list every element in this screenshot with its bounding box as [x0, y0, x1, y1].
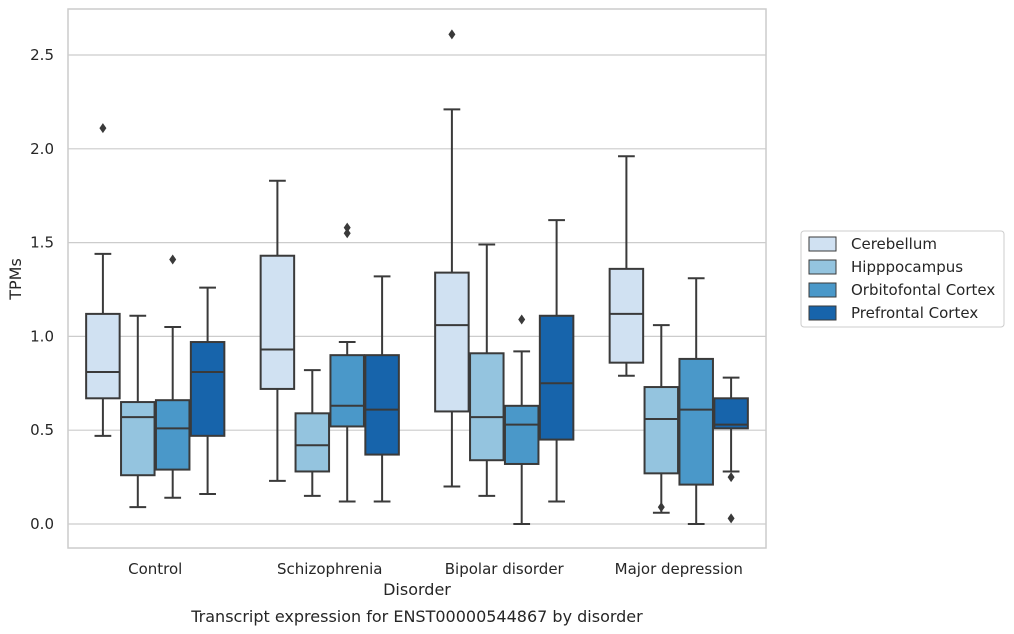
- box-iqr: [120, 401, 156, 477]
- y-tick-label: 1.5: [30, 234, 54, 252]
- box-iqr: [469, 352, 505, 462]
- box-iqr: [294, 412, 331, 473]
- legend-label: Cerebellum: [851, 235, 937, 253]
- legend-label: Hipppocampus: [851, 258, 963, 276]
- box-3-0: [189, 286, 226, 495]
- box-3-3: [713, 376, 749, 524]
- outlier-point: [343, 222, 351, 233]
- boxes: [85, 29, 749, 525]
- box-0-1: [259, 179, 296, 482]
- box-iqr: [503, 404, 540, 465]
- y-axis-title: TPMs: [6, 258, 25, 301]
- box-iqr: [154, 399, 191, 471]
- y-tick-label: 0.0: [30, 515, 54, 533]
- box-iqr: [259, 254, 296, 390]
- legend-label: Orbitofontal Cortex: [851, 281, 995, 299]
- outlier-point: [727, 472, 735, 483]
- y-tick-label: 0.5: [30, 421, 54, 439]
- box-1-2: [469, 243, 505, 497]
- box-0-2: [434, 29, 470, 488]
- box-0-3: [608, 155, 645, 377]
- y-tick-label: 1.0: [30, 327, 54, 345]
- legend-swatch: [808, 236, 837, 252]
- plot-area-frame: [67, 8, 767, 549]
- box-iqr: [538, 314, 575, 441]
- outlier-point: [727, 513, 735, 524]
- y-axis-ticks: 0.0 0.5 1.0 1.5 2.0 2.5: [30, 46, 54, 533]
- box-iqr: [608, 267, 645, 364]
- box-iqr: [189, 341, 226, 437]
- outlier-point: [343, 228, 351, 239]
- box-iqr: [678, 357, 714, 486]
- box-iqr: [713, 397, 749, 430]
- x-axis-ticks: Control Schizophrenia Bipolar disorder Majo…: [128, 560, 743, 578]
- legend-items: Cerebellum Hipppocampus Orbitofontal Corte…: [808, 235, 995, 322]
- box-2-2: [503, 314, 540, 525]
- outlier-point: [657, 502, 665, 513]
- outlier-point: [448, 29, 456, 40]
- outlier-point: [99, 123, 107, 134]
- box-iqr: [643, 386, 680, 475]
- y-tick-label: 2.5: [30, 46, 54, 64]
- legend: Cerebellum Hipppocampus Orbitofontal Corte…: [800, 230, 1005, 328]
- x-tick-label: Schizophrenia: [277, 560, 382, 578]
- box-iqr: [329, 354, 365, 428]
- legend-swatch: [808, 305, 837, 321]
- x-axis-title: Disorder: [383, 580, 451, 599]
- legend-item: Orbitofontal Cortex: [808, 281, 995, 299]
- outlier-point: [169, 254, 177, 265]
- x-tick-label: Control: [128, 560, 182, 578]
- x-tick-label: Bipolar disorder: [445, 560, 565, 578]
- chart-caption: Transcript expression for ENST0000054486…: [190, 607, 643, 626]
- outlier-point: [518, 314, 526, 325]
- x-tick-label: Major depression: [615, 560, 743, 578]
- y-tick-label: 2.0: [30, 140, 54, 158]
- legend-label: Prefrontal Cortex: [851, 304, 978, 322]
- legend-swatch: [808, 282, 837, 298]
- legend-swatch: [808, 259, 837, 275]
- legend-item: Cerebellum: [808, 235, 937, 253]
- box-1-0: [120, 314, 156, 509]
- box-2-1: [329, 222, 365, 503]
- legend-item: Prefrontal Cortex: [808, 304, 978, 322]
- box-3-2: [538, 219, 575, 503]
- box-iqr: [364, 354, 400, 456]
- legend-frame: [800, 230, 1005, 328]
- box-0-0: [85, 123, 121, 437]
- box-3-1: [364, 275, 400, 503]
- box-1-3: [643, 324, 680, 514]
- box-1-1: [294, 369, 331, 497]
- box-iqr: [434, 271, 470, 413]
- legend-item: Hipppocampus: [808, 258, 963, 276]
- box-iqr: [85, 312, 121, 400]
- box-2-3: [678, 277, 714, 525]
- box-2-0: [154, 254, 191, 499]
